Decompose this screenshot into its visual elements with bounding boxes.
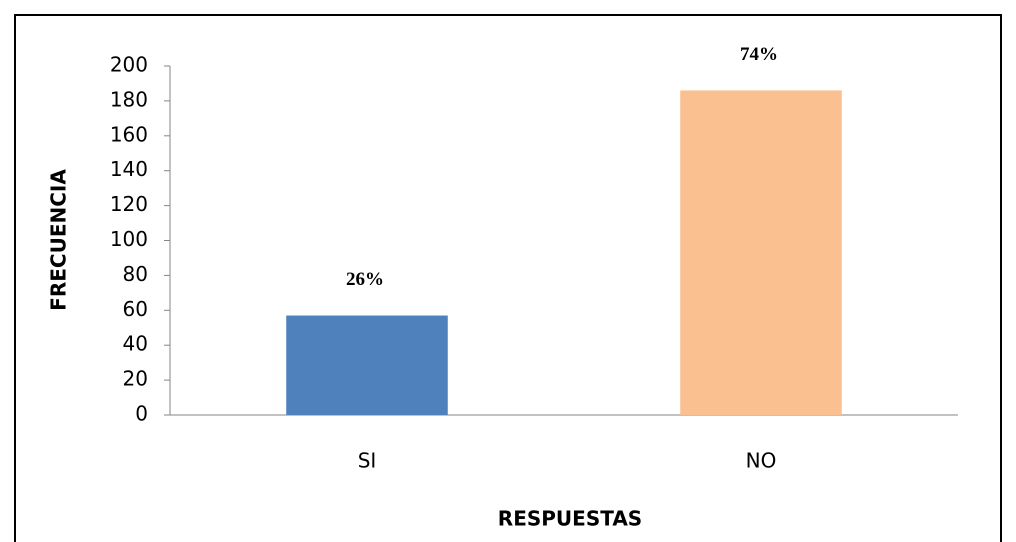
y-tick-label: 160 bbox=[110, 122, 148, 146]
y-tick-label: 40 bbox=[123, 332, 148, 356]
frame bbox=[14, 14, 1002, 542]
y-tick-label: 140 bbox=[110, 157, 148, 181]
y-tick-label: 80 bbox=[123, 262, 148, 286]
y-tick-label: 180 bbox=[110, 87, 148, 111]
y-tick-label: 0 bbox=[135, 402, 148, 426]
y-tick-label: 100 bbox=[110, 227, 148, 251]
bar bbox=[286, 315, 448, 415]
bar-annotation: 26% bbox=[346, 269, 384, 290]
y-axis-title: FRECUENCIA bbox=[47, 169, 71, 311]
x-tick-label: NO bbox=[746, 449, 777, 473]
x-axis-title: RESPUESTAS bbox=[498, 507, 642, 531]
y-tick-label: 60 bbox=[123, 297, 148, 321]
y-tick-label: 20 bbox=[123, 367, 148, 391]
x-tick-label: SI bbox=[358, 449, 377, 473]
bar bbox=[680, 90, 842, 416]
y-tick-label: 200 bbox=[110, 53, 148, 77]
y-tick-label: 120 bbox=[110, 192, 148, 216]
bar-annotation: 74% bbox=[740, 44, 778, 65]
